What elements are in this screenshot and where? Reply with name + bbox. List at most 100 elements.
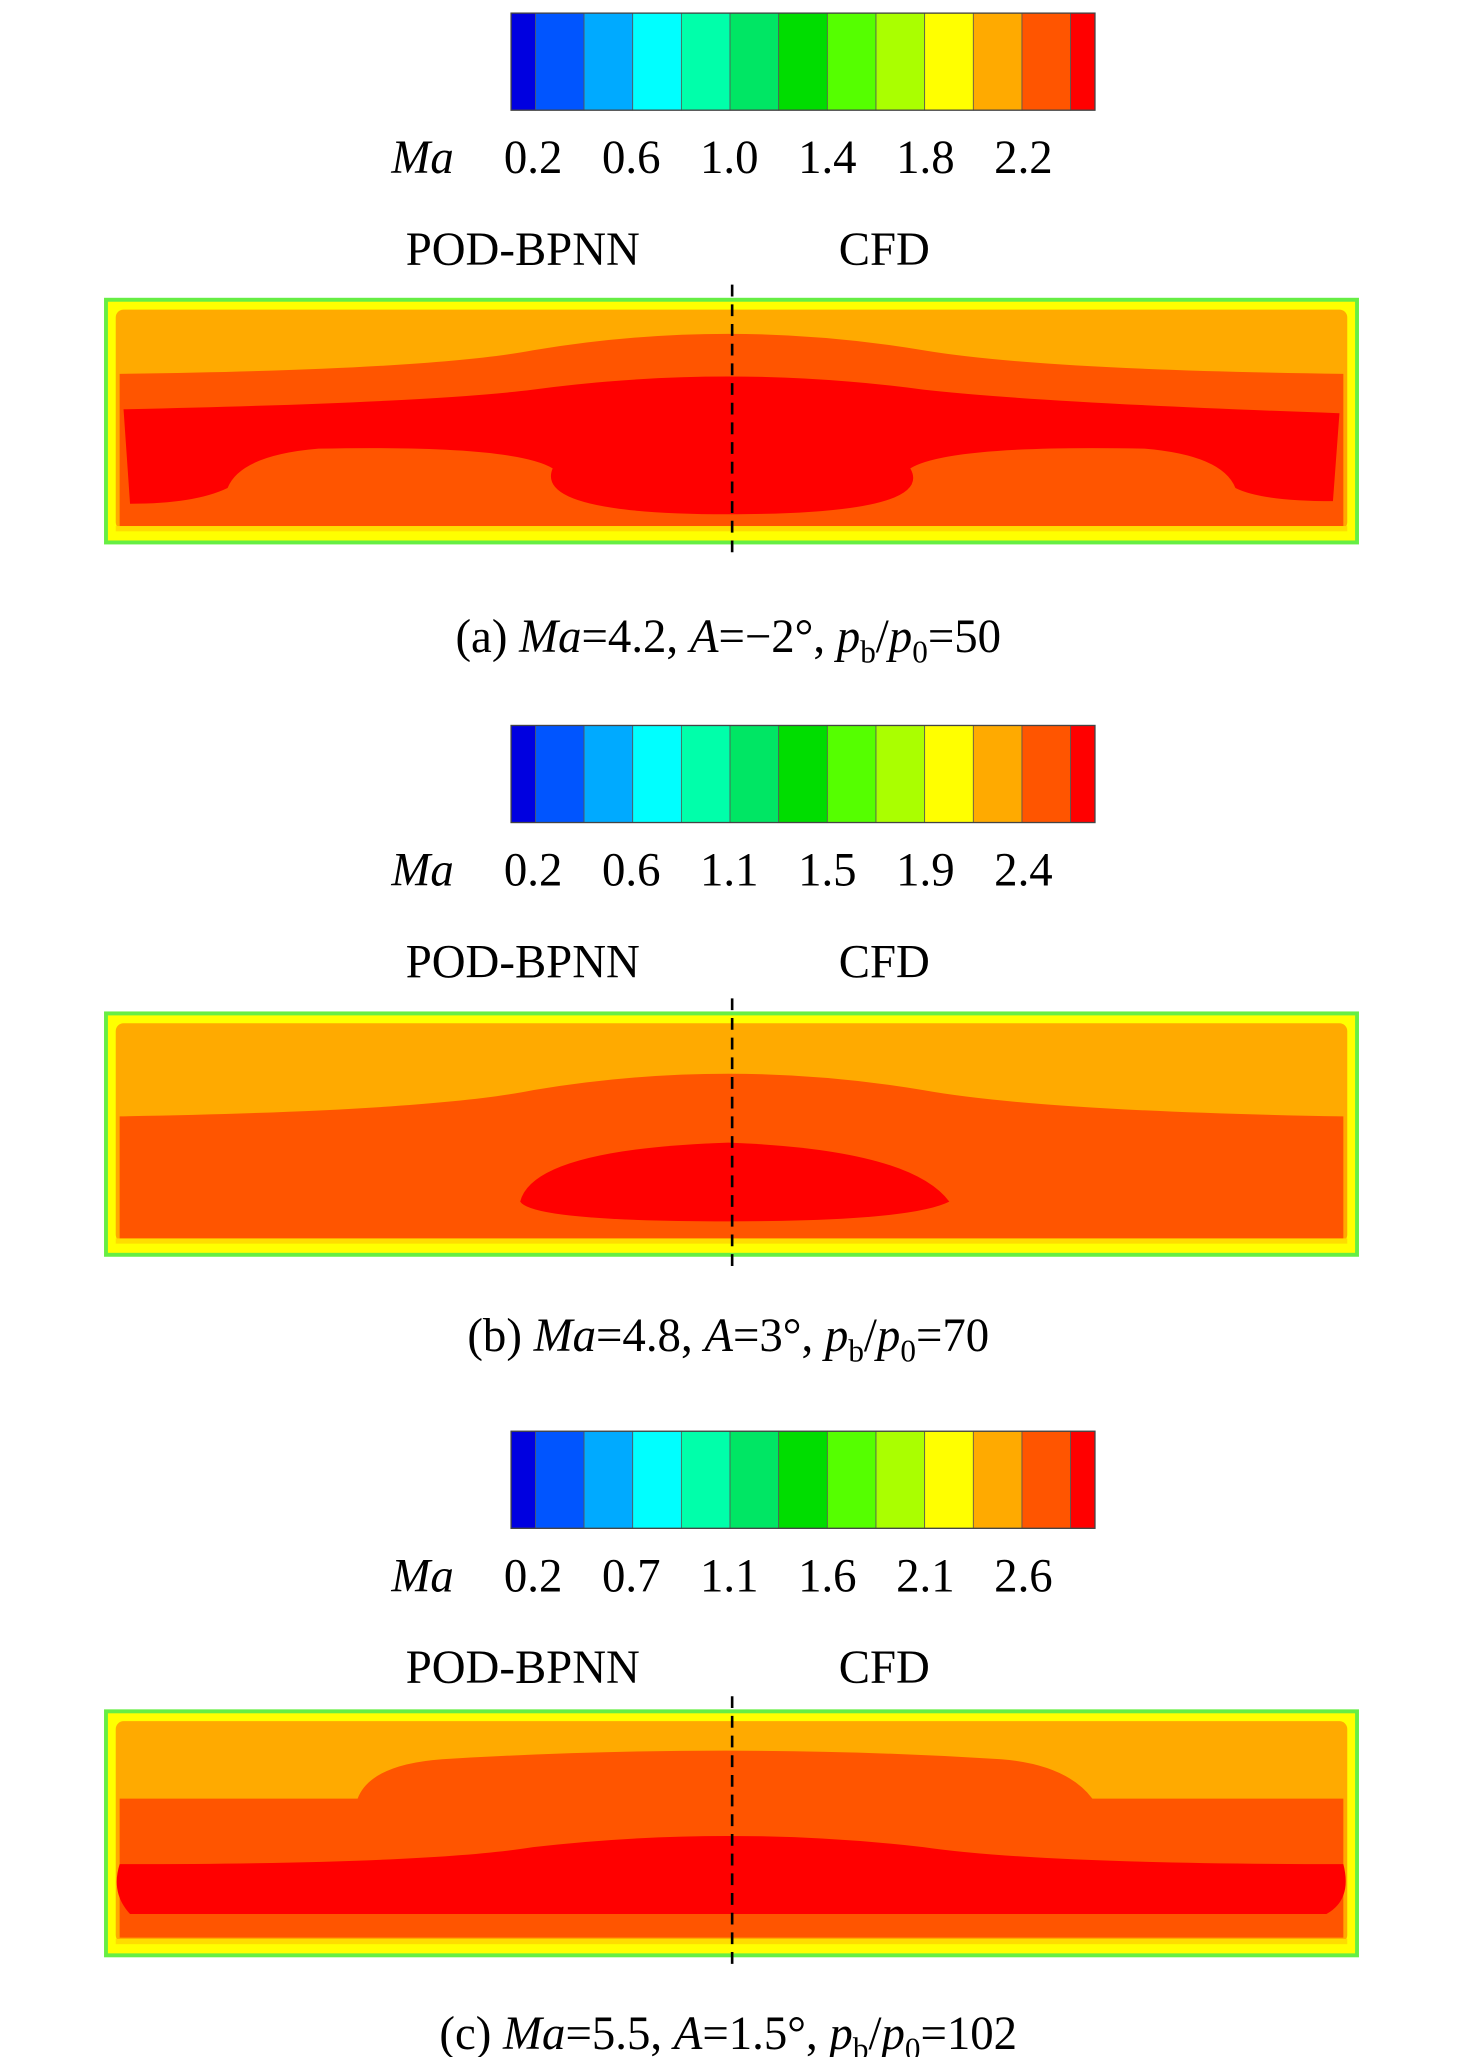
caption: (a) Ma=4.2, A=−2°, pb/p0=50 xyxy=(455,611,1001,670)
colorbar-swatch xyxy=(1070,12,1096,111)
colorbar-variable: Ma xyxy=(390,1550,453,1602)
colorbar-swatch xyxy=(924,12,974,111)
caption-part: (c) xyxy=(439,2008,503,2057)
colorbar-swatch xyxy=(632,1430,682,1529)
colorbar-frame xyxy=(510,724,1096,824)
colorbar-tick-label: 0.7 xyxy=(602,1550,661,1602)
caption-part: =70 xyxy=(916,1310,989,1362)
caption-part: 0 xyxy=(900,1334,916,1369)
caption: (b) Ma=4.8, A=3°, pb/p0=70 xyxy=(467,1310,989,1369)
colorbar-swatch xyxy=(1070,1430,1096,1529)
caption-part: / xyxy=(868,2008,882,2057)
colorbar-swatch xyxy=(972,1430,1023,1529)
colorbar-swatch xyxy=(1070,725,1096,823)
colorbar-tick-label: 1.8 xyxy=(896,132,955,184)
caption-part: b xyxy=(853,2032,869,2057)
colorbar-swatch xyxy=(826,1430,877,1529)
method-label: POD-BPNN xyxy=(406,224,640,276)
colorbar-tick-label: 1.0 xyxy=(700,132,759,184)
caption-part: =50 xyxy=(928,611,1001,663)
caption-part: =4.2, xyxy=(582,611,690,663)
caption-part: b xyxy=(848,1334,864,1369)
colorbar-swatch xyxy=(875,12,926,111)
colorbar-tick-label: 0.6 xyxy=(602,132,661,184)
colorbar-swatch xyxy=(875,1430,926,1529)
colorbar-swatch xyxy=(535,12,585,111)
method-label: POD-BPNN xyxy=(406,1642,640,1694)
caption-part: 0 xyxy=(912,634,928,669)
method-label: POD-BPNN xyxy=(406,936,640,988)
colorbar-tick-label: 1.4 xyxy=(798,132,857,184)
colorbar-swatch xyxy=(680,12,731,111)
colorbar-swatch xyxy=(972,12,1023,111)
caption-part: / xyxy=(864,1310,878,1362)
colorbar-swatch xyxy=(875,725,926,823)
colorbar-swatch xyxy=(510,1430,536,1529)
caption-part: =−2°, xyxy=(718,611,836,663)
colorbar-tick-label: 0.6 xyxy=(602,844,661,896)
caption-part: p xyxy=(826,2008,852,2057)
method-label: CFD xyxy=(839,224,930,276)
caption: (c) Ma=5.5, A=1.5°, pb/p0=102 xyxy=(439,2008,1017,2057)
colorbar-swatch xyxy=(778,12,828,111)
colorbar-swatch xyxy=(535,725,585,823)
colorbar-swatch xyxy=(632,12,682,111)
colorbar-swatch xyxy=(729,12,780,111)
caption-part: A xyxy=(701,1310,733,1362)
caption-part: p xyxy=(834,611,860,663)
colorbar-swatch xyxy=(924,1430,974,1529)
colorbar-tick-label: 0.2 xyxy=(504,1550,563,1602)
contour-field xyxy=(104,297,1359,545)
colorbar-swatch xyxy=(583,725,634,823)
colorbar-tick-label: 2.4 xyxy=(994,844,1053,896)
caption-part: / xyxy=(876,611,890,663)
caption-part: A xyxy=(687,611,719,663)
colorbar-swatch xyxy=(680,725,731,823)
colorbar-tick-label: 2.6 xyxy=(994,1550,1053,1602)
caption-part: p xyxy=(822,1310,848,1362)
colorbar-tick-label: 2.2 xyxy=(994,132,1053,184)
colorbar-swatch xyxy=(680,1430,731,1529)
caption-part: Ma xyxy=(533,1310,596,1362)
caption-part: b xyxy=(860,634,876,669)
colorbar-frame xyxy=(510,1430,1096,1529)
caption-part: 0 xyxy=(905,2032,921,2057)
colorbar-swatch xyxy=(778,1430,828,1529)
colorbar-swatch xyxy=(1021,1430,1072,1529)
caption-part: p xyxy=(874,1310,900,1362)
caption-part: p xyxy=(878,2008,904,2057)
caption-part: p xyxy=(886,611,912,663)
colorbar-tick-label: 0.2 xyxy=(504,132,563,184)
colorbar-swatch xyxy=(729,725,780,823)
colorbar-swatch xyxy=(535,1430,585,1529)
caption-part: A xyxy=(671,2008,703,2057)
colorbar-tick-label: 1.1 xyxy=(700,844,759,896)
colorbar-swatch xyxy=(510,12,536,111)
colorbar-tick-label: 0.2 xyxy=(504,844,563,896)
colorbar-swatch xyxy=(826,12,877,111)
caption-part: (a) xyxy=(455,611,519,663)
colorbar-variable: Ma xyxy=(390,132,453,184)
caption-part: =3°, xyxy=(733,1310,825,1362)
colorbar-tick-label: 2.1 xyxy=(896,1550,955,1602)
colorbar-tick-label: 1.6 xyxy=(798,1550,857,1602)
colorbar-swatch xyxy=(924,725,974,823)
caption-part: =4.8, xyxy=(596,1310,704,1362)
colorbar-swatch xyxy=(632,725,682,823)
colorbar-swatch xyxy=(583,1430,634,1529)
colorbar-swatch xyxy=(583,12,634,111)
colorbar-swatch xyxy=(826,725,877,823)
caption-part: =102 xyxy=(920,2008,1017,2057)
caption-part: Ma xyxy=(518,611,581,663)
colorbar-frame xyxy=(510,12,1096,111)
contour-red xyxy=(520,1142,950,1222)
colorbar-swatch xyxy=(778,725,828,823)
colorbar-swatch xyxy=(510,725,536,823)
colorbar-swatch xyxy=(1021,12,1072,111)
colorbar-tick-label: 1.5 xyxy=(798,844,857,896)
caption-part: (b) xyxy=(467,1310,533,1362)
